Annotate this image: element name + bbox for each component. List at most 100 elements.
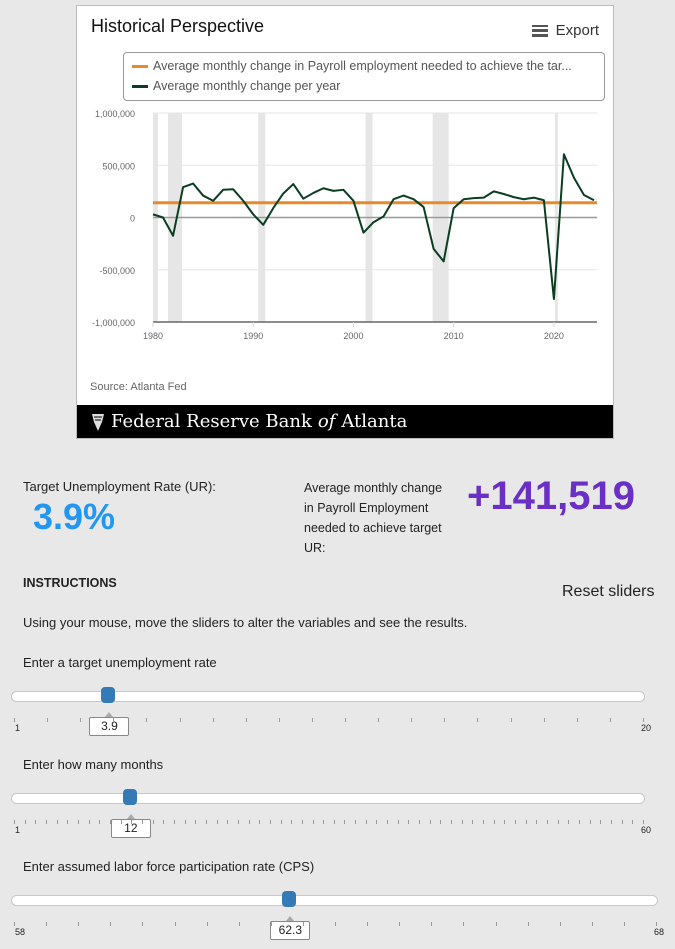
- slider-tick: [408, 820, 410, 824]
- legend-swatch-green: [132, 84, 148, 88]
- slider-tick: [504, 820, 506, 824]
- slider-tick: [109, 820, 111, 824]
- slider-tick: [248, 820, 250, 824]
- slider-label: Enter a target unemployment rate: [23, 655, 217, 670]
- y-tick-label: 500,000: [102, 161, 135, 171]
- slider-tick: [301, 820, 303, 824]
- slider-max: 20: [641, 723, 652, 733]
- slider-tick: [493, 820, 495, 824]
- export-button[interactable]: Export: [531, 22, 599, 39]
- slider-tick: [146, 718, 148, 722]
- slider-tick: [14, 718, 15, 722]
- slider-tick: [431, 922, 433, 926]
- x-tick-label: 2000: [343, 331, 363, 341]
- slider-tick: [184, 820, 186, 824]
- slider-tick: [472, 820, 474, 824]
- slider-tick: [483, 820, 485, 824]
- slider-handle[interactable]: [282, 891, 297, 907]
- slider-value: 3.9: [89, 712, 130, 736]
- slider-tick: [163, 820, 165, 824]
- slider-tick: [376, 820, 378, 824]
- legend-item-actual[interactable]: Average monthly change per year: [132, 79, 340, 93]
- slider-tick: [335, 922, 336, 926]
- slider-tick: [591, 922, 593, 926]
- slider-label: Enter assumed labor force participation …: [23, 859, 315, 874]
- slider-tick: [557, 820, 559, 824]
- slider-tick: [302, 922, 304, 926]
- slider-tick: [643, 718, 644, 722]
- slider-tick: [152, 820, 154, 824]
- slider-tick: [141, 820, 143, 824]
- x-tick-label: 1990: [243, 331, 263, 341]
- export-label: Export: [555, 22, 599, 39]
- slider-tick: [579, 820, 581, 824]
- slider-tick: [621, 820, 623, 824]
- slider-value: 62.3: [270, 916, 311, 940]
- slider-tick: [14, 820, 15, 824]
- slider-track[interactable]: [11, 891, 658, 907]
- slider-tick: [56, 820, 58, 824]
- slider-tick: [399, 922, 401, 926]
- slider-tick: [333, 820, 335, 824]
- slider-tick: [206, 922, 208, 926]
- brand-text: Atlanta: [341, 411, 408, 432]
- y-tick-label: -1,000,000: [92, 318, 135, 328]
- slider-tick: [643, 820, 644, 824]
- slider-handle[interactable]: [101, 687, 116, 703]
- slider-tick: [463, 922, 465, 926]
- slider-tick: [365, 820, 367, 824]
- chart-source: Source: Atlanta Fed: [90, 381, 187, 393]
- slider-tick: [278, 718, 280, 722]
- chart-legend: Average monthly change in Payroll employ…: [123, 52, 605, 101]
- reset-sliders-button[interactable]: Reset sliders: [562, 583, 655, 600]
- slider-tick: [656, 922, 657, 926]
- slider-track[interactable]: [11, 687, 645, 703]
- brand-text-of: of: [317, 411, 336, 432]
- eagle-icon: [92, 413, 104, 431]
- slider-min: 1: [15, 825, 21, 835]
- instructions-text: Using your mouse, move the sliders to al…: [23, 615, 468, 630]
- slider-tick: [515, 820, 517, 824]
- slider-tick: [227, 820, 229, 824]
- slider-tick: [173, 820, 175, 824]
- slider-tick: [367, 922, 369, 926]
- chart-title: Historical Perspective: [91, 16, 265, 36]
- slider-tick: [536, 820, 538, 824]
- slider-tick: [547, 820, 549, 824]
- slider-tick: [259, 820, 261, 824]
- slider-tick: [429, 820, 431, 824]
- slider-tick: [461, 820, 463, 824]
- slider-tick: [77, 820, 79, 824]
- slider-tick: [45, 820, 47, 824]
- slider-tick: [78, 922, 80, 926]
- legend-item-target[interactable]: Average monthly change in Payroll employ…: [132, 59, 572, 73]
- slider-tick: [568, 820, 570, 824]
- slider-tick: [510, 718, 512, 722]
- slider-tick: [312, 820, 314, 824]
- legend-label: Average monthly change in Payroll employ…: [153, 59, 572, 73]
- slider-track[interactable]: [11, 789, 645, 805]
- slider-tick: [216, 820, 218, 824]
- slider-label: Enter how many months: [23, 757, 164, 772]
- ur-label: Target Unemployment Rate (UR):: [23, 479, 216, 494]
- slider-tick: [451, 820, 453, 824]
- slider-tick: [212, 718, 214, 722]
- slider-tick: [14, 922, 15, 926]
- line-chart: 1,000,000 500,000 0 -500,000 -1,000,000 1980 1…: [92, 109, 597, 341]
- slider-min: 58: [15, 927, 26, 937]
- slider-tick: [120, 820, 122, 824]
- slider-tick: [611, 820, 613, 824]
- slider-handle[interactable]: [122, 789, 137, 805]
- slider-tick: [35, 820, 37, 824]
- brand-text: Federal Reserve Bank: [111, 411, 312, 432]
- slider-tick: [131, 820, 133, 824]
- slider-tick: [113, 718, 115, 722]
- x-tick-label: 2020: [544, 331, 564, 341]
- slider-tick: [345, 718, 347, 722]
- y-tick-label: 1,000,000: [95, 109, 135, 119]
- slider-tick: [440, 820, 442, 824]
- slider-tick: [527, 922, 529, 926]
- slider-tick: [600, 820, 602, 824]
- slider-tick: [174, 922, 176, 926]
- slider-tick: [477, 718, 479, 722]
